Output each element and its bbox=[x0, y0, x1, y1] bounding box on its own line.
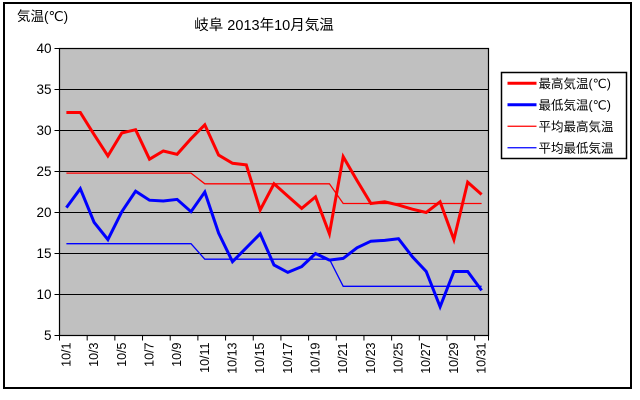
x-tick-label: 10/7 bbox=[142, 342, 156, 366]
x-tick-label: 10/25 bbox=[392, 342, 406, 373]
x-tick-label: 10/5 bbox=[115, 342, 129, 366]
series-avg-min-temp bbox=[66, 243, 482, 287]
x-tick-label: 10/27 bbox=[419, 342, 433, 373]
y-tick-label: 30 bbox=[36, 123, 51, 138]
x-tick-label: 10/29 bbox=[447, 342, 461, 373]
x-tick-label: 10/19 bbox=[309, 342, 323, 373]
y-tick-label: 35 bbox=[36, 82, 51, 97]
x-tick-label: 10/23 bbox=[364, 342, 378, 373]
x-tick-label: 10/13 bbox=[225, 342, 239, 373]
plot-border bbox=[58, 47, 490, 337]
legend-item-label: 平均最高気温 bbox=[539, 119, 615, 134]
y-tick-label: 40 bbox=[36, 41, 51, 56]
y-tick-label: 15 bbox=[36, 246, 51, 261]
series-avg-max-temp bbox=[66, 172, 482, 205]
plot-area bbox=[59, 48, 489, 336]
x-tick-label: 10/1 bbox=[59, 342, 73, 366]
legend-box bbox=[500, 71, 628, 160]
legend-item-label: 最高気温(℃) bbox=[539, 76, 611, 91]
x-tick-label: 10/17 bbox=[281, 342, 295, 373]
legend-item-label: 最低気温(℃) bbox=[539, 97, 611, 112]
x-tick-label: 10/21 bbox=[336, 342, 350, 373]
chart-title: 岐阜 2013年10月気温 bbox=[194, 17, 333, 34]
x-tick-label: 10/3 bbox=[87, 342, 101, 366]
x-tick-label: 10/11 bbox=[198, 342, 212, 372]
y-tick-label: 10 bbox=[36, 287, 51, 302]
x-tick-label: 10/15 bbox=[253, 342, 267, 373]
y-tick-label: 25 bbox=[36, 164, 51, 179]
y-axis-title: 気温(℃) bbox=[17, 9, 68, 24]
x-tick-label: 10/9 bbox=[170, 342, 184, 366]
series-min-temp bbox=[65, 185, 483, 311]
chart-outer-border bbox=[3, 2, 632, 389]
y-tick-label: 20 bbox=[36, 205, 51, 220]
y-tick-label: 5 bbox=[44, 328, 52, 343]
legend-item-label: 平均最低気温 bbox=[539, 140, 615, 155]
x-tick-label: 10/31 bbox=[475, 342, 489, 373]
